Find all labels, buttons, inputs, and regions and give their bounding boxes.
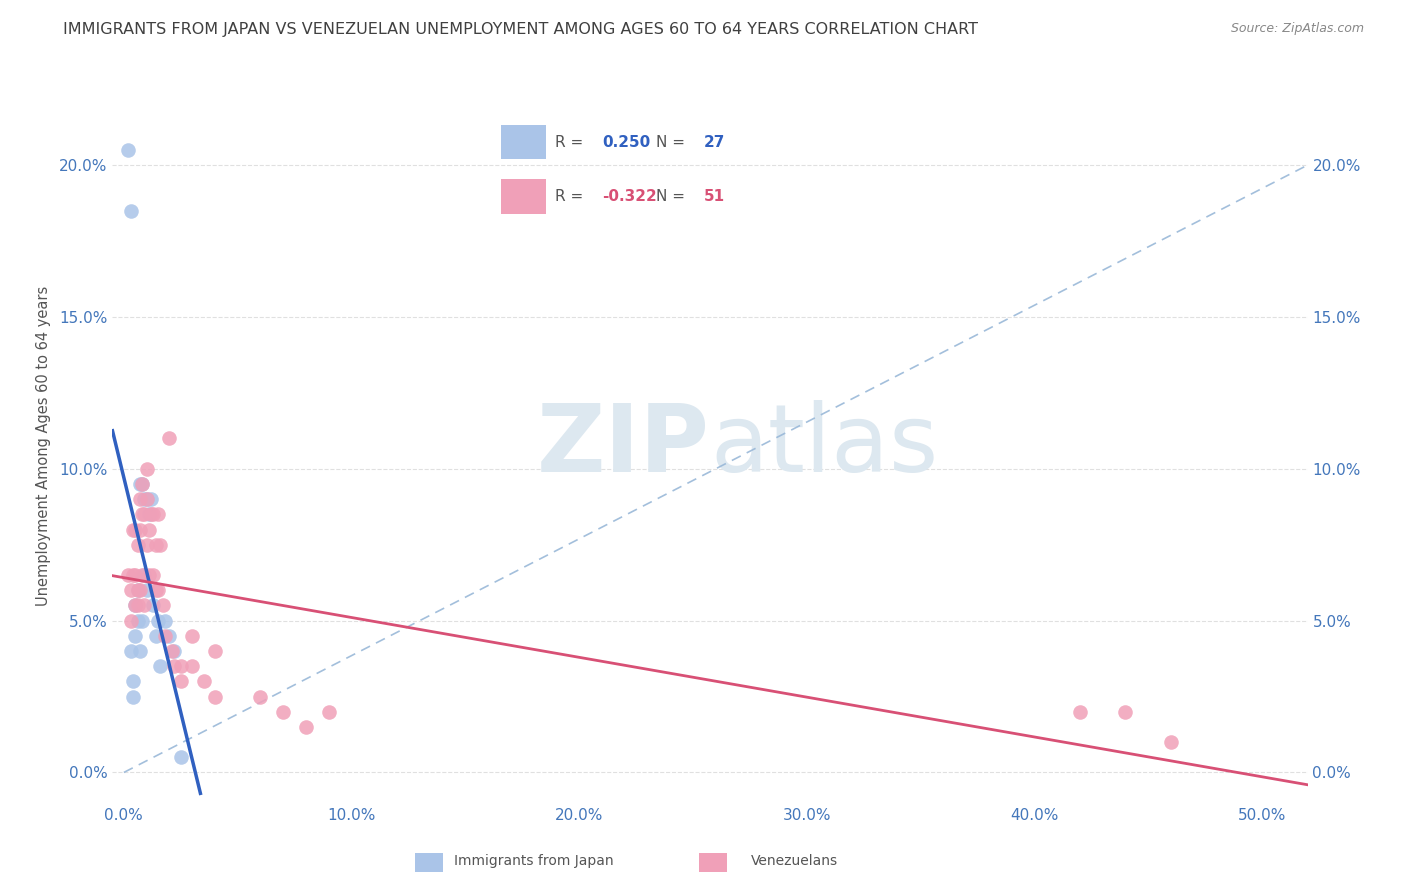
- Point: [271, 705, 294, 719]
- Point: [127, 583, 149, 598]
- Point: [146, 583, 169, 598]
- Point: [157, 431, 180, 445]
- Point: [249, 690, 271, 704]
- Point: [122, 674, 145, 689]
- Point: [138, 568, 160, 582]
- Point: [146, 614, 169, 628]
- Point: [128, 477, 150, 491]
- Text: atlas: atlas: [710, 400, 938, 492]
- Point: [131, 568, 153, 582]
- Text: ZIP: ZIP: [537, 400, 710, 492]
- Point: [145, 583, 167, 598]
- Point: [135, 492, 157, 507]
- Point: [163, 644, 186, 658]
- Point: [124, 629, 146, 643]
- Point: [149, 659, 172, 673]
- Point: [295, 720, 318, 734]
- Point: [153, 614, 176, 628]
- Point: [128, 644, 150, 658]
- Point: [134, 492, 156, 507]
- Point: [153, 629, 176, 643]
- Point: [163, 659, 186, 673]
- Point: [128, 523, 150, 537]
- Point: [145, 538, 167, 552]
- Point: [124, 599, 146, 613]
- Point: [181, 659, 204, 673]
- Point: [122, 690, 145, 704]
- Point: [128, 492, 150, 507]
- Point: [170, 750, 193, 764]
- Point: [135, 583, 157, 598]
- Point: [170, 659, 193, 673]
- Point: [193, 674, 215, 689]
- Point: [124, 599, 146, 613]
- Point: [117, 143, 139, 157]
- Point: [141, 492, 163, 507]
- Point: [1069, 705, 1091, 719]
- Point: [1114, 705, 1136, 719]
- Point: [120, 583, 142, 598]
- Point: [204, 690, 226, 704]
- Point: [127, 583, 149, 598]
- Point: [120, 614, 142, 628]
- Point: [142, 568, 165, 582]
- Point: [134, 568, 156, 582]
- Point: [145, 629, 167, 643]
- Point: [131, 614, 153, 628]
- Point: [181, 629, 204, 643]
- Point: [124, 568, 146, 582]
- Point: [127, 599, 149, 613]
- Point: [127, 538, 149, 552]
- Point: [134, 508, 156, 522]
- Point: [134, 599, 156, 613]
- Point: [160, 644, 183, 658]
- Point: [120, 203, 142, 218]
- Point: [318, 705, 340, 719]
- Point: [122, 568, 145, 582]
- Point: [152, 599, 174, 613]
- Point: [127, 614, 149, 628]
- Text: Venezuelans: Venezuelans: [751, 854, 838, 868]
- Point: [142, 599, 165, 613]
- Point: [131, 477, 153, 491]
- Point: [141, 508, 163, 522]
- Point: [122, 523, 145, 537]
- Text: Source: ZipAtlas.com: Source: ZipAtlas.com: [1230, 22, 1364, 36]
- Point: [131, 477, 153, 491]
- Point: [204, 644, 226, 658]
- Point: [138, 523, 160, 537]
- Point: [128, 583, 150, 598]
- Point: [146, 508, 169, 522]
- Y-axis label: Unemployment Among Ages 60 to 64 years: Unemployment Among Ages 60 to 64 years: [37, 285, 51, 607]
- Point: [131, 508, 153, 522]
- Text: IMMIGRANTS FROM JAPAN VS VENEZUELAN UNEMPLOYMENT AMONG AGES 60 TO 64 YEARS CORRE: IMMIGRANTS FROM JAPAN VS VENEZUELAN UNEM…: [63, 22, 979, 37]
- Point: [124, 523, 146, 537]
- Point: [149, 538, 172, 552]
- Text: Immigrants from Japan: Immigrants from Japan: [454, 854, 614, 868]
- Point: [135, 538, 157, 552]
- Point: [138, 508, 160, 522]
- Point: [1160, 735, 1182, 749]
- Point: [135, 462, 157, 476]
- Point: [142, 508, 165, 522]
- Point: [135, 492, 157, 507]
- Point: [117, 568, 139, 582]
- Point: [157, 629, 180, 643]
- Point: [170, 674, 193, 689]
- Point: [120, 644, 142, 658]
